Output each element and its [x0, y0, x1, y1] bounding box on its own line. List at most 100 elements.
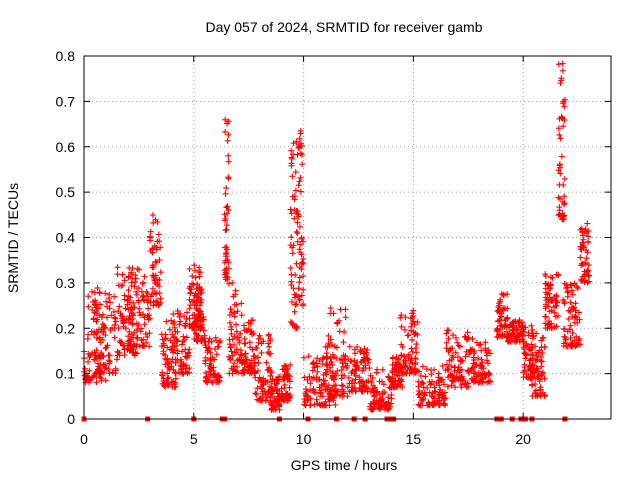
data-point	[149, 264, 156, 271]
data-point	[132, 349, 139, 356]
data-point	[197, 310, 204, 317]
data-point	[292, 169, 299, 176]
data-point	[216, 339, 223, 346]
data-point	[221, 217, 228, 224]
data-point	[249, 317, 256, 324]
data-point	[396, 361, 403, 368]
data-point	[182, 362, 189, 369]
data-point	[296, 274, 303, 281]
data-point	[365, 356, 372, 363]
data-point	[159, 369, 166, 376]
data-point	[339, 383, 346, 390]
data-point	[349, 388, 356, 395]
data-point	[251, 352, 258, 359]
data-point	[379, 395, 386, 402]
data-point	[334, 368, 341, 375]
data-point	[111, 334, 118, 341]
data-point	[274, 397, 281, 404]
data-point	[240, 357, 247, 364]
data-point	[336, 328, 343, 335]
data-point	[342, 314, 349, 321]
data-point	[194, 335, 201, 342]
data-point	[141, 273, 148, 280]
data-point	[125, 287, 132, 294]
data-point	[93, 379, 100, 386]
data-point	[190, 281, 197, 288]
data-point	[293, 260, 300, 267]
data-point	[244, 328, 251, 335]
data-point	[242, 354, 249, 361]
data-point	[89, 306, 96, 313]
data-point	[395, 355, 402, 362]
data-point	[165, 363, 172, 370]
data-point	[93, 304, 100, 311]
data-point	[155, 231, 162, 238]
data-point	[171, 324, 178, 331]
data-point	[171, 334, 178, 341]
data-point	[222, 269, 229, 276]
data-point	[136, 343, 143, 350]
data-point	[205, 345, 212, 352]
data-point	[228, 323, 235, 330]
data-point	[224, 137, 231, 144]
data-point	[352, 366, 359, 373]
data-point	[109, 369, 116, 376]
data-point	[327, 368, 334, 375]
data-point	[120, 320, 127, 327]
data-point	[396, 372, 403, 379]
data-point	[172, 369, 179, 376]
data-point	[263, 359, 270, 366]
data-point	[146, 330, 153, 337]
data-point	[126, 299, 133, 306]
data-point	[311, 364, 318, 371]
data-point	[170, 311, 177, 318]
data-point	[295, 142, 302, 149]
data-point	[418, 372, 425, 379]
data-point	[141, 314, 148, 321]
data-point	[212, 334, 219, 341]
data-point	[319, 360, 326, 367]
data-point	[197, 296, 204, 303]
data-point	[290, 151, 297, 158]
data-point	[365, 360, 372, 367]
data-point	[97, 339, 104, 346]
data-point	[147, 234, 154, 241]
data-point	[293, 301, 300, 308]
data-point	[368, 406, 375, 413]
data-point	[327, 336, 334, 343]
data-point	[85, 358, 92, 365]
data-point	[301, 398, 308, 405]
data-point	[266, 350, 273, 357]
data-point	[265, 331, 272, 338]
data-point	[266, 343, 273, 350]
data-point	[272, 406, 279, 413]
data-point	[121, 292, 128, 299]
data-point	[289, 173, 296, 180]
data-point	[189, 273, 196, 280]
data-point	[172, 383, 179, 390]
data-point	[131, 283, 138, 290]
data-point	[327, 310, 334, 317]
data-point	[213, 351, 220, 358]
data-point	[106, 358, 113, 365]
data-point	[433, 380, 440, 387]
data-point	[288, 162, 295, 169]
data-point	[85, 303, 92, 310]
data-point	[232, 321, 239, 328]
data-point	[231, 313, 238, 320]
data-point	[253, 391, 260, 398]
data-point	[123, 315, 130, 322]
data-point	[314, 368, 321, 375]
data-point	[146, 343, 153, 350]
data-point	[135, 322, 142, 329]
data-point	[274, 390, 281, 397]
data-point	[153, 276, 160, 283]
data-point	[395, 377, 402, 384]
data-point	[238, 352, 245, 359]
data-point	[186, 296, 193, 303]
data-point	[192, 267, 199, 274]
data-point	[292, 271, 299, 278]
data-point	[303, 392, 310, 399]
data-point	[279, 392, 286, 399]
data-point	[325, 382, 332, 389]
